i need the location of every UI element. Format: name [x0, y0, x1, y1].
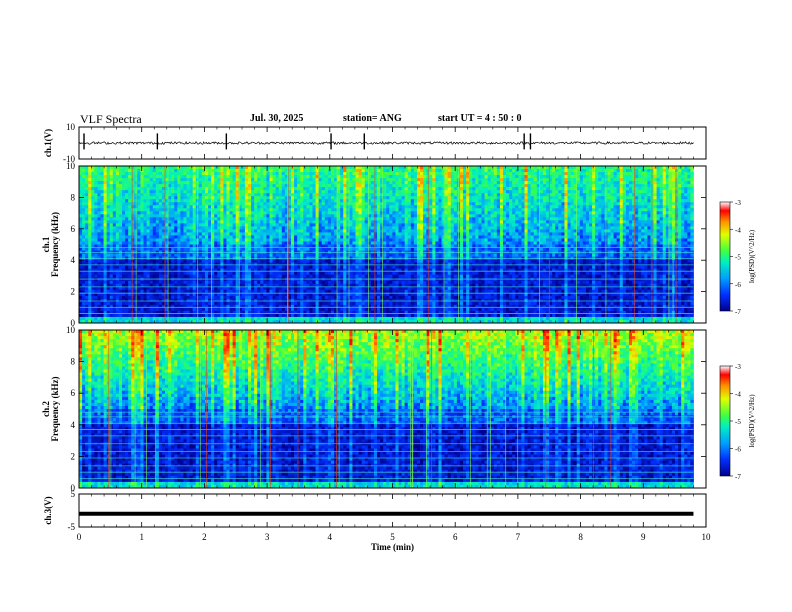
ch1-spectrogram-ylabel: Frequency (kHz): [50, 212, 60, 277]
x-tick-label: 9: [641, 532, 646, 542]
x-tick-label: 10: [702, 532, 712, 542]
ch1-waveform-ylabel: ch.1(V): [43, 129, 53, 157]
ch2-colorbar-tick-label: -6: [735, 446, 741, 454]
ch1-spectrogram-y-tick-label: 6: [71, 224, 76, 234]
x-tick-label: 7: [516, 532, 521, 542]
ch1-spectrogram-y-tick-label: 0: [71, 318, 76, 328]
date-label: Jul. 30, 2025: [250, 113, 303, 124]
ch1-spectrogram-y-tick-label: 2: [71, 287, 76, 297]
ch2-spectrogram-y-tick-label: 6: [71, 388, 76, 398]
ch1-colorbar-tick-label: -5: [735, 254, 741, 262]
chart-title: VLF Spectra: [80, 112, 142, 127]
ch3-waveform-y-tick-label: -5: [68, 522, 76, 532]
ch3-waveform-ylabel: ch.3(V): [43, 496, 53, 524]
ch2-colorbar-tick-label: -5: [735, 418, 741, 426]
x-tick-label: 3: [265, 532, 270, 542]
ch1-spectrogram-ylabel: ch.1: [41, 236, 51, 252]
ch1-spectrogram-heatmap: [79, 166, 694, 324]
ch1-colorbar: [719, 201, 731, 312]
ch1-waveform-y-tick-label: 10: [66, 122, 76, 132]
ch2-colorbar-label: log(PSD)(V^2/Hz): [748, 394, 756, 448]
ch1-spectrogram-y-tick-label: 4: [71, 255, 76, 265]
ch1-colorbar-tick-label: -4: [735, 226, 741, 234]
x-axis-label: Time (min): [371, 542, 414, 552]
x-tick-label: 8: [578, 532, 583, 542]
ch2-spectrogram-y-tick-label: 4: [71, 420, 76, 430]
ch2-colorbar: [719, 365, 731, 477]
ch2-colorbar-tick-label: -3: [735, 363, 741, 371]
ch2-colorbar-tick-label: -7: [735, 473, 741, 481]
x-tick-label: 0: [77, 532, 82, 542]
ch1-spectrogram-y-tick-label: 10: [66, 161, 76, 171]
x-tick-label: 1: [139, 532, 144, 542]
ch2-spectrogram-ylabel: ch.2: [41, 401, 51, 417]
x-tick-label: 4: [328, 532, 333, 542]
ch1-spectrogram-y-tick-label: 8: [71, 192, 76, 202]
station-label: station= ANG: [343, 113, 402, 124]
x-tick-label: 6: [453, 532, 458, 542]
ch1-colorbar-tick-label: -3: [735, 199, 741, 207]
ch2-spectrogram-y-tick-label: 10: [66, 325, 76, 335]
ch3-waveform-y-tick-label: 5: [71, 489, 76, 499]
start-time-label: start UT = 4 : 50 : 0: [438, 113, 522, 124]
ch2-spectrogram-y-tick-label: 0: [71, 483, 76, 493]
ch2-spectrogram-y-tick-label: 2: [71, 451, 76, 461]
ch2-spectrogram-y-tick-label: 8: [71, 357, 76, 367]
ch1-colorbar-label: log(PSD)(V^2/Hz): [748, 229, 756, 283]
x-tick-label: 2: [202, 532, 207, 542]
ch1-waveform-y-tick-label: -10: [63, 154, 75, 164]
ch2-spectrogram-ylabel: Frequency (kHz): [50, 376, 60, 441]
ch1-waveform-trace: [78, 140, 694, 145]
ch2-colorbar-tick-label: -4: [735, 391, 741, 399]
ch2-spectrogram-heatmap: [79, 330, 694, 489]
ch1-colorbar-tick-label: -7: [735, 308, 741, 316]
x-tick-label: 5: [390, 532, 395, 542]
ch1-colorbar-tick-label: -6: [735, 281, 741, 289]
